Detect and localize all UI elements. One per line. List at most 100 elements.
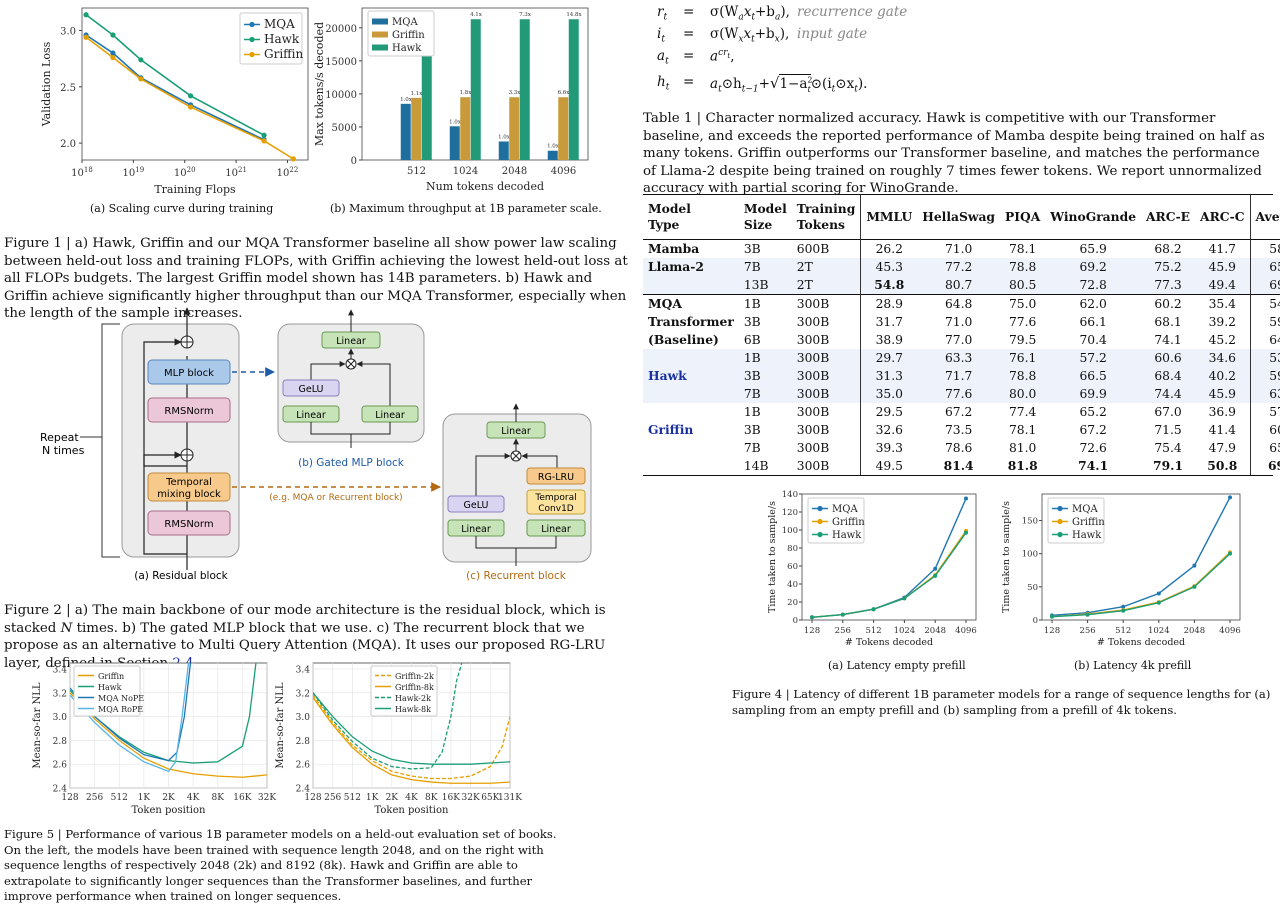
- score-cell: 39.2: [1208, 314, 1236, 329]
- rec-gelu-label: GeLU: [464, 500, 489, 511]
- score-cell: 60.2: [1154, 296, 1182, 311]
- score-cell: 79.1: [1153, 457, 1183, 473]
- y-tick-label: 2.8: [296, 737, 311, 747]
- data-point: [1228, 495, 1232, 500]
- x-tick-label: 256: [324, 793, 341, 803]
- legend-marker: [817, 531, 823, 538]
- score-cell: 60.7: [1249, 420, 1280, 439]
- series-line-mqa-nope: [70, 663, 192, 762]
- tokens-cell: 300B: [796, 458, 830, 473]
- header-hellaswag: HellaSwag: [922, 208, 996, 224]
- score-cell: 66.5: [1045, 366, 1142, 385]
- data-point: [1085, 612, 1090, 617]
- bar-value-label: 1.0x: [498, 134, 511, 140]
- equation-h: ht = at⊙ht−1+√1−a2t⊙(it⊙xt).: [657, 74, 868, 95]
- score-cell: 49.4: [1195, 275, 1250, 294]
- score-cell: 68.2: [1154, 241, 1182, 256]
- data-point: [110, 32, 116, 38]
- bar-value-label: 1.0x: [547, 144, 560, 150]
- legend-marker: [249, 21, 255, 28]
- rec-linear-left-label: Linear: [461, 524, 491, 535]
- score-cell: 45.9: [1195, 257, 1250, 276]
- bar-mqa: [498, 141, 509, 160]
- score-cell: 29.5: [860, 402, 918, 421]
- y-tick-label: 2.6: [53, 761, 68, 771]
- model-type-cell: Transformer: [648, 313, 734, 329]
- score-cell: 78.1: [1008, 241, 1037, 256]
- score-cell: 35.4: [1208, 296, 1236, 311]
- tokens-cell: 300B: [796, 404, 830, 419]
- x-axis-label: Num tokens decoded: [426, 180, 544, 193]
- y-tick-label: 15000: [325, 57, 357, 68]
- figure-4-caption: Figure 4 | Latency of different 1B param…: [732, 687, 1271, 717]
- x-tick-label: 2048: [502, 166, 527, 177]
- rmsnorm-top-box: [147, 397, 231, 423]
- x-tick-label: 128: [804, 626, 820, 636]
- score-cell: 29.7: [860, 348, 918, 367]
- y-tick-label: 20000: [325, 24, 357, 35]
- score-cell: 31.7: [860, 312, 918, 331]
- legend-marker: [1057, 518, 1063, 525]
- model-type-cell: Mamba: [648, 240, 700, 256]
- score-cell: 78.6: [944, 440, 973, 455]
- score-cell: 60.6: [1141, 348, 1196, 367]
- legend-marker: [1057, 531, 1063, 538]
- header-average: Average: [1249, 195, 1280, 239]
- bar-value-label: 1.8x: [460, 90, 473, 96]
- model-size-cell: 7B: [738, 384, 792, 403]
- header-winogrande: WinoGrande: [1050, 208, 1137, 224]
- score-cell: 71.7: [917, 366, 1001, 385]
- legend-label-hawk-2k: Hawk-2k: [395, 694, 431, 703]
- bar-hawk: [421, 19, 432, 160]
- tokens-cell: 300B: [796, 314, 830, 329]
- score-cell: 69.5: [1249, 456, 1280, 475]
- score-cell: 78.8: [1000, 366, 1046, 385]
- header-arc-c: ARC-C: [1200, 208, 1245, 224]
- model-size-cell: 1B: [743, 404, 761, 419]
- bar-hawk: [519, 19, 530, 160]
- table-row: Mamba 3B 600B 26.2 71.0 78.1 65.9 68.2 41.7 58.5: [643, 239, 1280, 258]
- x-tick-label: 1019: [123, 166, 145, 179]
- score-cell: 75.0: [1008, 296, 1037, 311]
- model-size-cell: 7B: [738, 257, 792, 276]
- figure-1-caption: Figure 1 | a) Hawk, Griffin and our MQA …: [4, 236, 628, 321]
- legend-label-griffin: Griffin: [98, 672, 124, 681]
- y-axis-label: Time taken to sample/s: [767, 501, 778, 613]
- y-tick-label: 0: [351, 156, 357, 167]
- figure-1: 3.0 2.5 2.0 1018 1019 1020 1021 1022 Training Fl…: [40, 7, 589, 196]
- score-cell: 54.8: [860, 275, 918, 294]
- bar-value-label: 4.1x: [470, 12, 483, 18]
- legend-label-hawk: Hawk: [392, 43, 422, 54]
- score-cell: 64.2: [1249, 330, 1280, 349]
- recurrent-block-caption: (c) Recurrent block: [466, 570, 567, 582]
- score-cell: 74.1: [1078, 457, 1109, 473]
- legend-marker: [817, 505, 823, 512]
- series-line-hawk-2k: [313, 663, 463, 770]
- data-point: [1121, 608, 1126, 613]
- x-tick-label: 1024: [453, 166, 478, 177]
- score-cell: 81.8: [1007, 457, 1038, 473]
- legend-label-hawk: Hawk: [832, 530, 862, 541]
- data-point: [138, 76, 144, 82]
- score-cell: 28.9: [860, 294, 918, 313]
- y-axis-label: Mean-so-far NLL: [32, 682, 43, 768]
- score-cell: 78.8: [1000, 257, 1046, 276]
- legend-label-griffin-8k: Griffin-8k: [395, 683, 434, 692]
- tokens-cell: 300B: [791, 366, 861, 385]
- x-axis-label: Token position: [132, 805, 207, 816]
- x-tick-label: 256: [835, 626, 851, 636]
- y-tick-label: 2.4: [296, 785, 311, 795]
- bar-value-label: 7.3x: [519, 12, 532, 18]
- data-point: [933, 573, 938, 578]
- model-type-cell: [643, 275, 739, 294]
- table-row: 7B 300B 39.3 78.6 81.0 72.6 75.4 47.9 65.8: [643, 438, 1280, 457]
- figure-4: 140 120 100 80 60 40 20 0 128 256 512 1024 2048 4096 #…: [767, 490, 1241, 648]
- score-cell: 80.0: [1000, 384, 1046, 403]
- score-cell: 72.8: [1045, 275, 1142, 294]
- rg-lru-equations: rt = σ(Waxt+ba), recurrence gate it = σ(…: [655, 4, 1215, 98]
- y-tick-label: 2.5: [60, 83, 76, 94]
